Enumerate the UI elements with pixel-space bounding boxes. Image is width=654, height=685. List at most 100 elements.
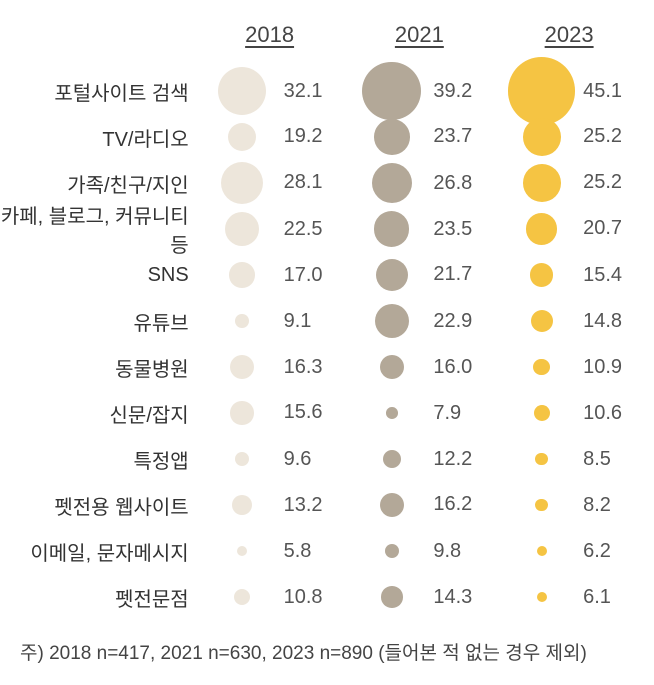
data-cell: 10.9 bbox=[494, 356, 644, 379]
value-wrap: 21.7 bbox=[429, 263, 484, 286]
bubble bbox=[534, 405, 550, 421]
data-cell: 14.3 bbox=[344, 586, 494, 609]
value-text: 16.3 bbox=[284, 356, 323, 378]
bubble bbox=[535, 499, 547, 511]
data-row: 특정앱9.612.28.5 bbox=[0, 436, 644, 482]
value-wrap: 10.6 bbox=[579, 402, 634, 425]
bubble-wrap bbox=[504, 405, 579, 421]
bubble-wrap bbox=[205, 314, 280, 328]
bubble-wrap bbox=[354, 259, 429, 292]
bubble bbox=[386, 407, 398, 419]
bubble bbox=[221, 162, 263, 204]
bubble bbox=[234, 589, 250, 605]
value-text: 14.3 bbox=[433, 586, 472, 608]
year-col-2: 2023 bbox=[494, 22, 644, 48]
value-wrap: 17.0 bbox=[280, 264, 335, 287]
value-text: 32.1 bbox=[284, 80, 323, 102]
value-wrap: 7.9 bbox=[429, 402, 484, 425]
data-cell: 7.9 bbox=[344, 402, 494, 425]
bubble bbox=[523, 164, 561, 202]
value-text: 10.8 bbox=[284, 586, 323, 608]
data-cell: 6.2 bbox=[494, 540, 644, 563]
bubble-wrap bbox=[354, 450, 429, 468]
data-row: SNS17.021.715.4 bbox=[0, 252, 644, 298]
data-cell: 19.2 bbox=[195, 123, 345, 152]
bubble-wrap bbox=[504, 263, 579, 286]
data-cell: 15.4 bbox=[494, 263, 644, 286]
value-wrap: 19.2 bbox=[280, 125, 335, 148]
row-label: 이메일, 문자메시지 bbox=[0, 537, 195, 566]
bubble-wrap bbox=[205, 162, 280, 204]
bubble-wrap bbox=[504, 359, 579, 375]
value-text: 16.2 bbox=[433, 493, 472, 515]
year-col-1: 2021 bbox=[344, 22, 494, 48]
bubble bbox=[237, 546, 247, 556]
row-label: 카페, 블로그, 커뮤니티 등 bbox=[0, 200, 195, 258]
value-wrap: 25.2 bbox=[579, 125, 634, 148]
bubble-wrap bbox=[354, 355, 429, 379]
value-wrap: 16.3 bbox=[280, 356, 335, 379]
data-row: 포털사이트 검색 32.1 39.2 45.1 bbox=[0, 68, 644, 114]
value-wrap: 14.8 bbox=[579, 310, 634, 333]
data-row: 펫전문점 10.8 14.3 6.1 bbox=[0, 574, 644, 620]
value-wrap: 16.2 bbox=[429, 493, 484, 516]
bubble-wrap bbox=[205, 355, 280, 379]
value-text: 25.2 bbox=[583, 171, 622, 193]
value-wrap: 25.2 bbox=[579, 171, 634, 194]
bubble-wrap bbox=[205, 495, 280, 515]
data-cell: 22.9 bbox=[344, 304, 494, 338]
value-text: 45.1 bbox=[583, 80, 622, 102]
bubble-wrap bbox=[504, 592, 579, 602]
value-text: 39.2 bbox=[433, 80, 472, 102]
year-label: 2021 bbox=[395, 22, 444, 47]
value-text: 9.6 bbox=[284, 448, 312, 470]
row-label: 펫전용 웹사이트 bbox=[0, 491, 195, 520]
bubble-wrap bbox=[504, 213, 579, 244]
value-wrap: 9.8 bbox=[429, 540, 484, 563]
bubble-wrap bbox=[354, 119, 429, 155]
bubble bbox=[526, 213, 557, 244]
value-text: 10.6 bbox=[583, 402, 622, 424]
bubble bbox=[218, 67, 266, 115]
value-text: 15.4 bbox=[583, 264, 622, 286]
bubble-wrap bbox=[504, 453, 579, 466]
value-wrap: 20.7 bbox=[579, 217, 634, 240]
value-text: 8.2 bbox=[583, 494, 611, 516]
data-cell: 5.8 bbox=[195, 540, 345, 563]
bubble bbox=[376, 259, 409, 292]
data-cell: 28.1 bbox=[195, 162, 345, 204]
value-text: 23.7 bbox=[433, 125, 472, 147]
chart-footnote: 주) 2018 n=417, 2021 n=630, 2023 n=890 (들… bbox=[0, 638, 644, 665]
bubble-wrap bbox=[205, 589, 280, 605]
value-text: 20.7 bbox=[583, 217, 622, 239]
data-cell: 23.7 bbox=[344, 119, 494, 155]
value-wrap: 10.9 bbox=[579, 356, 634, 379]
bubble bbox=[530, 263, 553, 286]
bubble bbox=[375, 304, 409, 338]
data-cell: 16.2 bbox=[344, 493, 494, 517]
bubble-wrap bbox=[504, 499, 579, 511]
bubble bbox=[225, 212, 259, 246]
bubble-wrap bbox=[354, 163, 429, 203]
data-cell: 6.1 bbox=[494, 586, 644, 609]
value-text: 14.8 bbox=[583, 310, 622, 332]
value-wrap: 8.5 bbox=[579, 448, 634, 471]
data-cell: 10.6 bbox=[494, 402, 644, 425]
bubble-wrap bbox=[354, 407, 429, 419]
value-text: 9.1 bbox=[284, 310, 312, 332]
value-text: 26.8 bbox=[433, 172, 472, 194]
bubble bbox=[533, 359, 549, 375]
value-text: 16.0 bbox=[433, 356, 472, 378]
row-label: 펫전문점 bbox=[0, 583, 195, 612]
bubble-wrap bbox=[205, 452, 280, 466]
row-label: 포털사이트 검색 bbox=[0, 77, 195, 106]
value-wrap: 9.1 bbox=[280, 310, 335, 333]
row-label: 유튜브 bbox=[0, 307, 195, 336]
value-wrap: 22.5 bbox=[280, 218, 335, 241]
data-cell: 23.5 bbox=[344, 211, 494, 246]
bubble-wrap bbox=[205, 546, 280, 556]
data-cell: 22.5 bbox=[195, 212, 345, 246]
data-row: TV/라디오19.223.725.2 bbox=[0, 114, 644, 160]
data-cell: 16.0 bbox=[344, 355, 494, 379]
header-row: 2018 2021 2023 bbox=[0, 10, 644, 60]
